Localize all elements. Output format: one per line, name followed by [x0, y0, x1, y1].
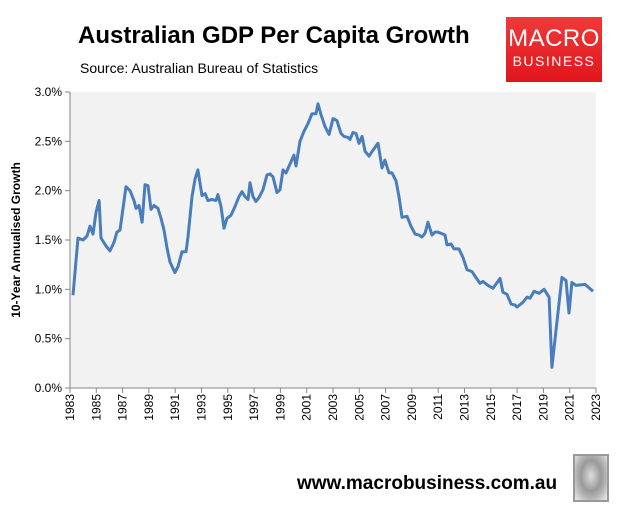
y-tick-label: 0.0% [35, 381, 63, 395]
y-tick-label: 2.0% [35, 184, 63, 198]
x-tick-label: 2013 [458, 394, 472, 421]
chart-title: Australian GDP Per Capita Growth [78, 22, 470, 49]
chart-source: Source: Australian Bureau of Statistics [80, 60, 319, 76]
y-tick-label: 3.0% [35, 85, 63, 99]
x-tick-label: 2015 [484, 394, 498, 421]
logo-line2: BUSINESS [512, 53, 596, 69]
x-tick-label: 2005 [352, 394, 366, 421]
x-tick-label: 2007 [379, 394, 393, 421]
x-tick-label: 1997 [247, 394, 261, 421]
x-tick-label: 2023 [589, 394, 603, 421]
x-tick-label: 1993 [195, 394, 209, 421]
macrobusiness-logo: MACRO BUSINESS [506, 17, 602, 82]
x-tick-label: 2017 [510, 394, 524, 421]
x-tick-label: 1983 [63, 394, 77, 421]
x-tick-label: 2019 [536, 394, 550, 421]
wolf-image [573, 454, 609, 502]
footer-url: www.macrobusiness.com.au [297, 473, 558, 494]
y-tick-label: 1.0% [35, 282, 63, 296]
x-tick-label: 1995 [221, 394, 235, 421]
x-tick-label: 1999 [273, 394, 287, 421]
y-tick-label: 1.5% [35, 233, 63, 247]
x-tick-label: 1989 [142, 394, 156, 421]
plot-area [70, 92, 596, 388]
x-tick-label: 1985 [89, 394, 103, 421]
series-line [71, 102, 594, 369]
x-tick-label: 1987 [116, 394, 130, 421]
x-tick-label: 2003 [326, 394, 340, 421]
x-tick-label: 2001 [300, 394, 314, 421]
y-tick-label: 0.5% [35, 332, 63, 346]
x-tick-label: 2021 [563, 394, 577, 421]
x-tick-label: 1991 [168, 394, 182, 421]
y-tick-label: 2.5% [35, 134, 63, 148]
x-tick-label: 2011 [431, 394, 445, 420]
x-tick-label: 2009 [405, 394, 419, 421]
logo-line1: MACRO [508, 25, 600, 52]
y-axis-label: 10-Year Annualised Growth [9, 162, 23, 318]
